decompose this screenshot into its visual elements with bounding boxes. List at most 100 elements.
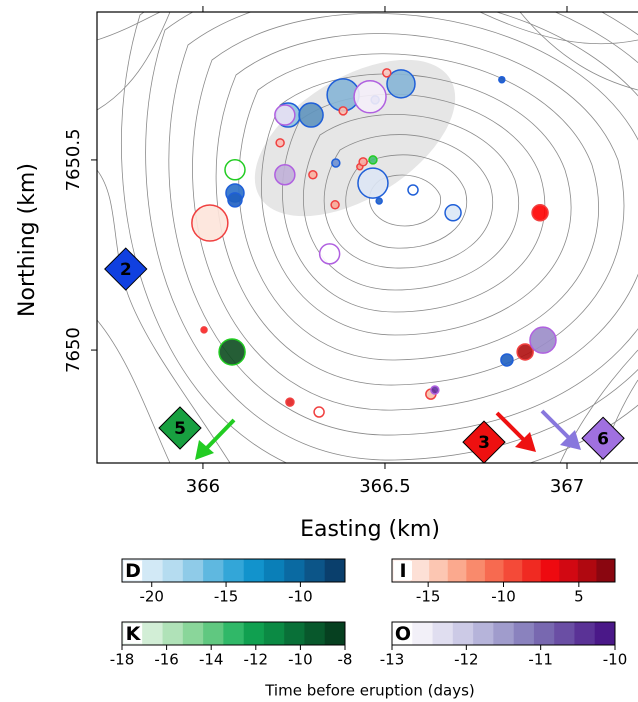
colorbar-frame (121, 558, 346, 583)
event-marker (218, 338, 246, 366)
colorbar-cell (447, 559, 467, 582)
x-axis-label: Easting (km) (300, 517, 440, 542)
colorbar-tick-label: -12 (244, 651, 269, 669)
colorbar-cell (263, 622, 285, 645)
colorbar-label: O (395, 623, 411, 645)
colorbar-label: D (125, 560, 141, 582)
event-marker (338, 106, 348, 116)
colorbar-tick-label: -16 (154, 651, 179, 669)
station-label: 5 (174, 419, 186, 439)
colorbar-cell (473, 622, 494, 645)
colorbar-tick-label: -10 (603, 651, 628, 669)
colorbar-cell (466, 559, 486, 582)
colorbar-cell (203, 559, 224, 582)
event-marker (500, 353, 514, 367)
colorbar-tick-label: -15 (416, 588, 441, 606)
colorbar-tick-label: -18 (110, 651, 135, 669)
colorbar-label-box (394, 624, 412, 643)
colorbar-tick-label: -12 (454, 651, 479, 669)
event-marker (200, 326, 208, 334)
colorbar-cell (540, 559, 560, 582)
colorbar-tick-label: -10 (288, 588, 313, 606)
event-marker (330, 200, 340, 210)
event-marker (407, 184, 419, 196)
event-marker (308, 170, 318, 180)
plot-frame (96, 11, 638, 464)
colorbar-cell (596, 559, 616, 582)
event-marker (382, 68, 392, 78)
colorbar-cell (162, 559, 184, 582)
colorbar-cell (142, 622, 163, 645)
colorbar-caption: Time before eruption (days) (264, 682, 475, 700)
colorbar-cell (243, 622, 265, 645)
x-tick-label: 366 (186, 476, 220, 497)
colorbar-cell (304, 622, 326, 645)
colorbar-cell (577, 559, 597, 582)
station-marker (104, 247, 148, 291)
colorbar-cell (243, 559, 265, 582)
y-tick-label: 7650.5 (63, 128, 84, 191)
station-label: 2 (120, 260, 132, 280)
event-marker (375, 197, 383, 205)
event-marker (353, 80, 387, 114)
shaded-region (254, 59, 456, 217)
colorbar-cell (554, 622, 575, 645)
colorbar-label: K (126, 623, 142, 645)
colorbar-cell (162, 622, 184, 645)
colorbar-tick-label: -10 (491, 588, 516, 606)
colorbar-tick-label: -8 (338, 651, 353, 669)
colorbar-cell (304, 559, 326, 582)
station-label: 6 (597, 429, 609, 449)
event-marker (531, 204, 549, 222)
x-tick-label: 366.5 (359, 476, 411, 497)
event-marker (516, 343, 534, 361)
colorbar-cell (533, 622, 555, 645)
event-marker (430, 385, 440, 395)
station-marker (462, 420, 506, 463)
colorbar-tick-label: -15 (214, 588, 239, 606)
colorbar-label-box (124, 624, 142, 643)
station-marker (581, 416, 625, 460)
x-tick-label: 367 (550, 476, 584, 497)
event-marker (358, 157, 368, 167)
station-label: 3 (478, 433, 490, 453)
event-marker (224, 159, 246, 181)
colorbar-cell (574, 622, 596, 645)
colorbar-frame (391, 621, 616, 646)
colorbar-cell (263, 559, 285, 582)
event-marker (357, 167, 389, 199)
colorbar-cell (432, 622, 454, 645)
colorbar-cell (594, 622, 616, 645)
colorbar-cell (223, 622, 244, 645)
colorbar-cell (410, 559, 430, 582)
event-marker (191, 204, 229, 242)
colorbar-cell (142, 559, 163, 582)
colorbar-label-box (124, 561, 142, 580)
colorbar-cell (223, 559, 244, 582)
event-marker (227, 192, 243, 208)
event-marker (285, 397, 295, 407)
colorbar-cell (429, 559, 449, 582)
event-marker (313, 406, 325, 418)
event-marker (529, 326, 557, 354)
event-marker (368, 155, 378, 165)
event-marker (386, 69, 416, 99)
colorbar-cell (503, 559, 523, 582)
colorbar-cell (284, 559, 305, 582)
event-marker (498, 75, 506, 84)
colorbar-cell (203, 622, 224, 645)
colorbar-cell (324, 622, 346, 645)
colorbar-cell (559, 559, 579, 582)
colorbar-label: I (399, 560, 406, 582)
station-marker (158, 406, 202, 450)
colorbar-cell (493, 622, 514, 645)
colorbar-tick-label: -20 (139, 588, 164, 606)
y-axis-label: Northing (km) (15, 163, 40, 317)
event-marker (274, 164, 296, 186)
event-marker (331, 158, 341, 168)
event-marker (318, 243, 341, 265)
event-marker (298, 102, 324, 128)
event-marker (444, 204, 462, 222)
colorbar-cell (522, 559, 541, 582)
